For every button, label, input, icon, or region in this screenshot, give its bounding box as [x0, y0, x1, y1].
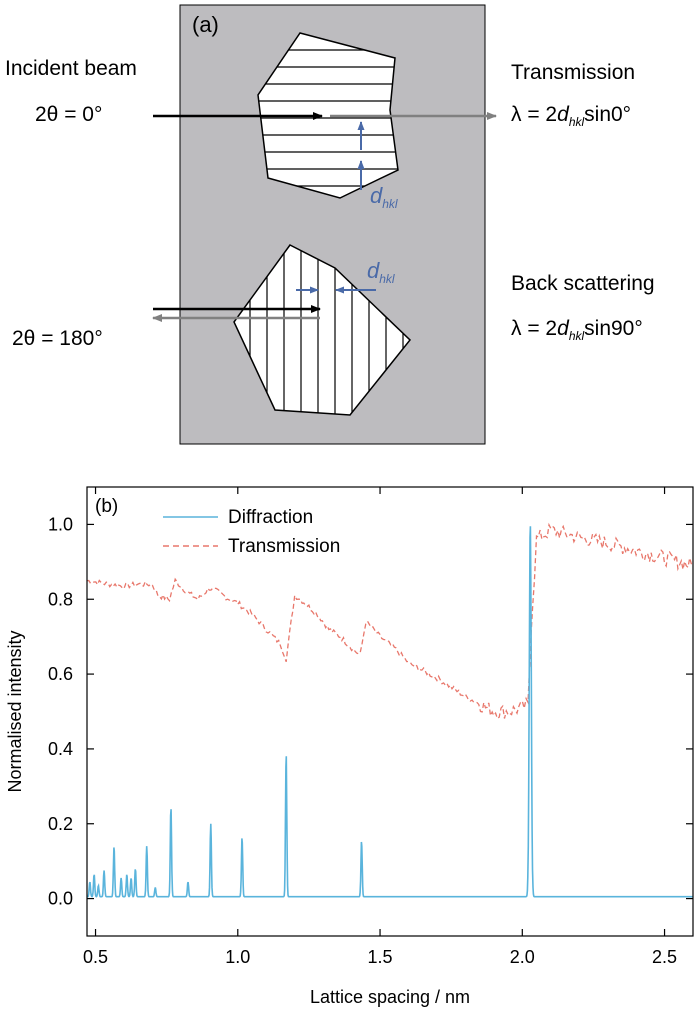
- y-tick-label: 0.4: [48, 739, 73, 759]
- legend-diffraction-label: Diffraction: [228, 507, 313, 528]
- panel-a-diagram: [152, 4, 497, 445]
- dhkl-label-bottom: dhkl: [367, 258, 395, 286]
- y-tick-label: 0.0: [48, 889, 73, 909]
- x-tick-label: 1.5: [368, 947, 393, 967]
- x-tick-label: 2.0: [510, 947, 535, 967]
- y-tick-label: 1.0: [48, 514, 73, 534]
- x-tick-label: 2.5: [652, 947, 677, 967]
- dhkl-label-top: dhkl: [370, 183, 398, 211]
- panel-a-tag: (a): [192, 12, 219, 37]
- back-scattering-label: Back scattering: [511, 272, 655, 295]
- panel-b-tag: (b): [95, 496, 118, 517]
- series-transmission-line: [87, 522, 693, 720]
- transmission-label: Transmission: [511, 61, 636, 84]
- y-tick-label: 0.2: [48, 814, 73, 834]
- two-theta-180-label: 2θ = 180°: [12, 327, 103, 350]
- plot-area: [87, 522, 693, 898]
- y-axis-label: Normalised intensity: [5, 630, 25, 792]
- incident-beam-label: Incident beam: [5, 57, 137, 80]
- two-theta-zero-label: 2θ = 0°: [35, 103, 103, 126]
- y-tick-label: 0.8: [48, 589, 73, 609]
- top-crystal: [257, 32, 399, 199]
- x-tick-label: 1.0: [225, 947, 250, 967]
- y-tick-label: 0.6: [48, 664, 73, 684]
- x-axis-label: Lattice spacing / nm: [310, 987, 470, 1007]
- plot-frame: [86, 486, 694, 937]
- series-diffraction-line: [87, 526, 693, 898]
- x-tick-label: 0.5: [83, 947, 108, 967]
- bragg-equation-transmission: λ = 2dhklsin0°: [511, 103, 632, 129]
- legend-transmission-label: Transmission: [228, 536, 340, 557]
- bragg-equation-back-scattering: λ = 2dhklsin90°: [511, 317, 643, 343]
